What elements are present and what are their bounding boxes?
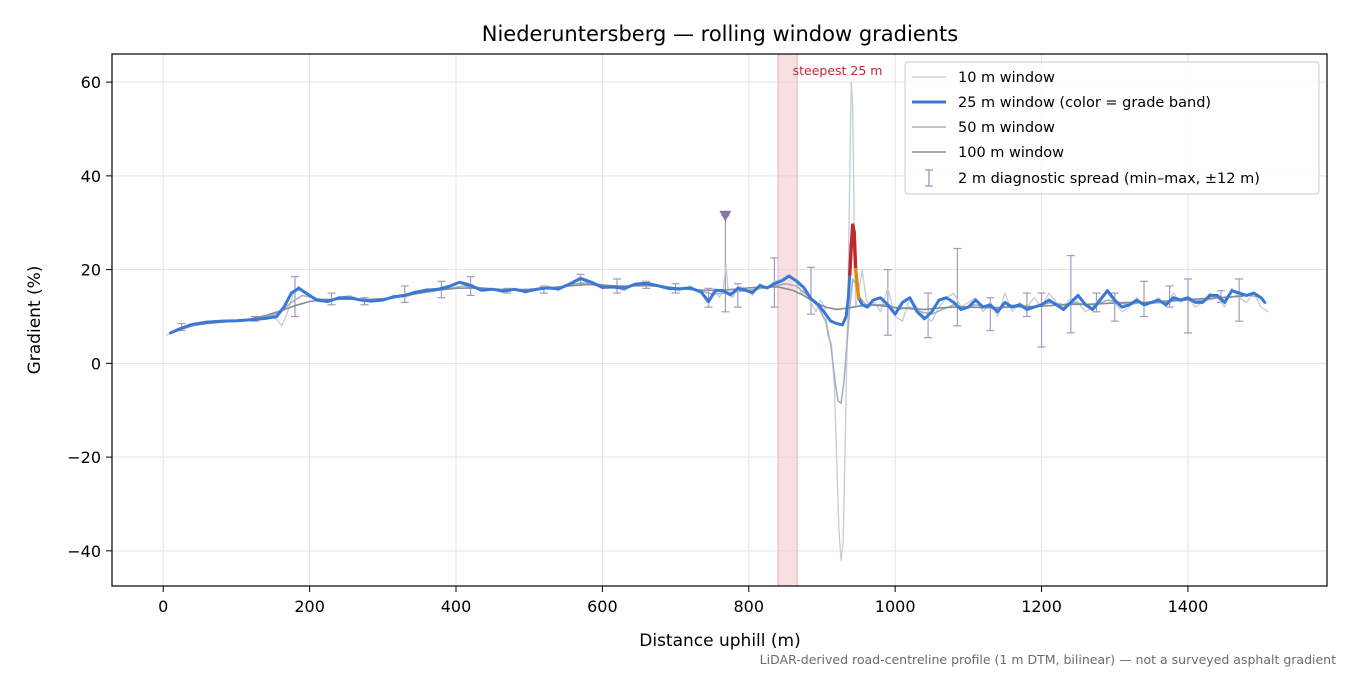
y-tick-label: 40 xyxy=(81,167,101,186)
x-tick-label: 1400 xyxy=(1168,597,1209,616)
grade-band-segment xyxy=(852,230,858,272)
x-tick-label: 1000 xyxy=(875,597,916,616)
x-axis-title: Distance uphill (m) xyxy=(639,631,800,651)
legend-label: 25 m window (color = grade band) xyxy=(958,95,1211,111)
legend-item-10m: 10 m window xyxy=(912,70,1055,86)
legend-item-spread: 2 m diagnostic spread (min–max, ±12 m) xyxy=(925,169,1260,187)
legend-item-25m: 25 m window (color = grade band) xyxy=(912,95,1211,111)
series-25m-line xyxy=(169,223,1267,335)
x-tick-label: 0 xyxy=(158,597,168,616)
y-tick-label: −40 xyxy=(67,542,101,561)
diagnostic-spread-bars xyxy=(177,215,1244,348)
legend-item-50m: 50 m window xyxy=(912,120,1055,136)
x-tick-label: 600 xyxy=(587,597,618,616)
error-bar xyxy=(1140,280,1149,318)
legend-label: 2 m diagnostic spread (min–max, ±12 m) xyxy=(958,171,1260,187)
x-tick-label: 1200 xyxy=(1021,597,1062,616)
y-tick-label: 0 xyxy=(91,354,101,373)
error-bar xyxy=(1183,278,1192,334)
error-bar xyxy=(806,266,815,315)
error-bar xyxy=(883,269,892,336)
x-tick-label: 200 xyxy=(294,597,325,616)
legend: 10 m window 25 m window (color = grade ba… xyxy=(904,61,1320,195)
legend-label: 100 m window xyxy=(958,145,1064,161)
footnote: LiDAR-derived road-centreline profile (1… xyxy=(760,652,1336,667)
chart-title: Niederuntersberg — rolling window gradie… xyxy=(482,22,958,46)
legend-label: 50 m window xyxy=(958,120,1055,136)
series-lines xyxy=(166,81,1270,561)
legend-item-100m: 100 m window xyxy=(912,145,1064,161)
y-axis-title: Gradient (%) xyxy=(25,266,45,375)
grade-band-segment xyxy=(853,267,861,300)
x-tick-label: 800 xyxy=(734,597,765,616)
error-bar xyxy=(953,247,962,327)
y-tick-label: 20 xyxy=(81,261,101,280)
plot-frame xyxy=(111,53,1328,587)
legend-box xyxy=(904,61,1320,195)
error-bar xyxy=(1066,254,1075,334)
error-bar xyxy=(1022,292,1031,318)
spike-marker xyxy=(719,210,732,222)
error-bar xyxy=(1235,278,1244,322)
legend-label: 10 m window xyxy=(958,70,1055,86)
y-axis-ticks: −40 −20 0 20 40 60 xyxy=(67,73,112,561)
y-tick-label: −20 xyxy=(67,448,101,467)
error-bar xyxy=(1165,285,1174,308)
y-tick-label: 60 xyxy=(81,73,101,92)
x-axis-ticks: 0 200 400 600 800 1000 1200 1400 xyxy=(158,586,1208,616)
grade-band-segment xyxy=(848,244,853,276)
steepest-segment-band xyxy=(777,53,798,587)
error-bar xyxy=(1037,292,1046,348)
x-tick-label: 400 xyxy=(441,597,472,616)
steepest-segment-label: steepest 25 m xyxy=(793,63,883,78)
error-bar xyxy=(290,276,299,318)
